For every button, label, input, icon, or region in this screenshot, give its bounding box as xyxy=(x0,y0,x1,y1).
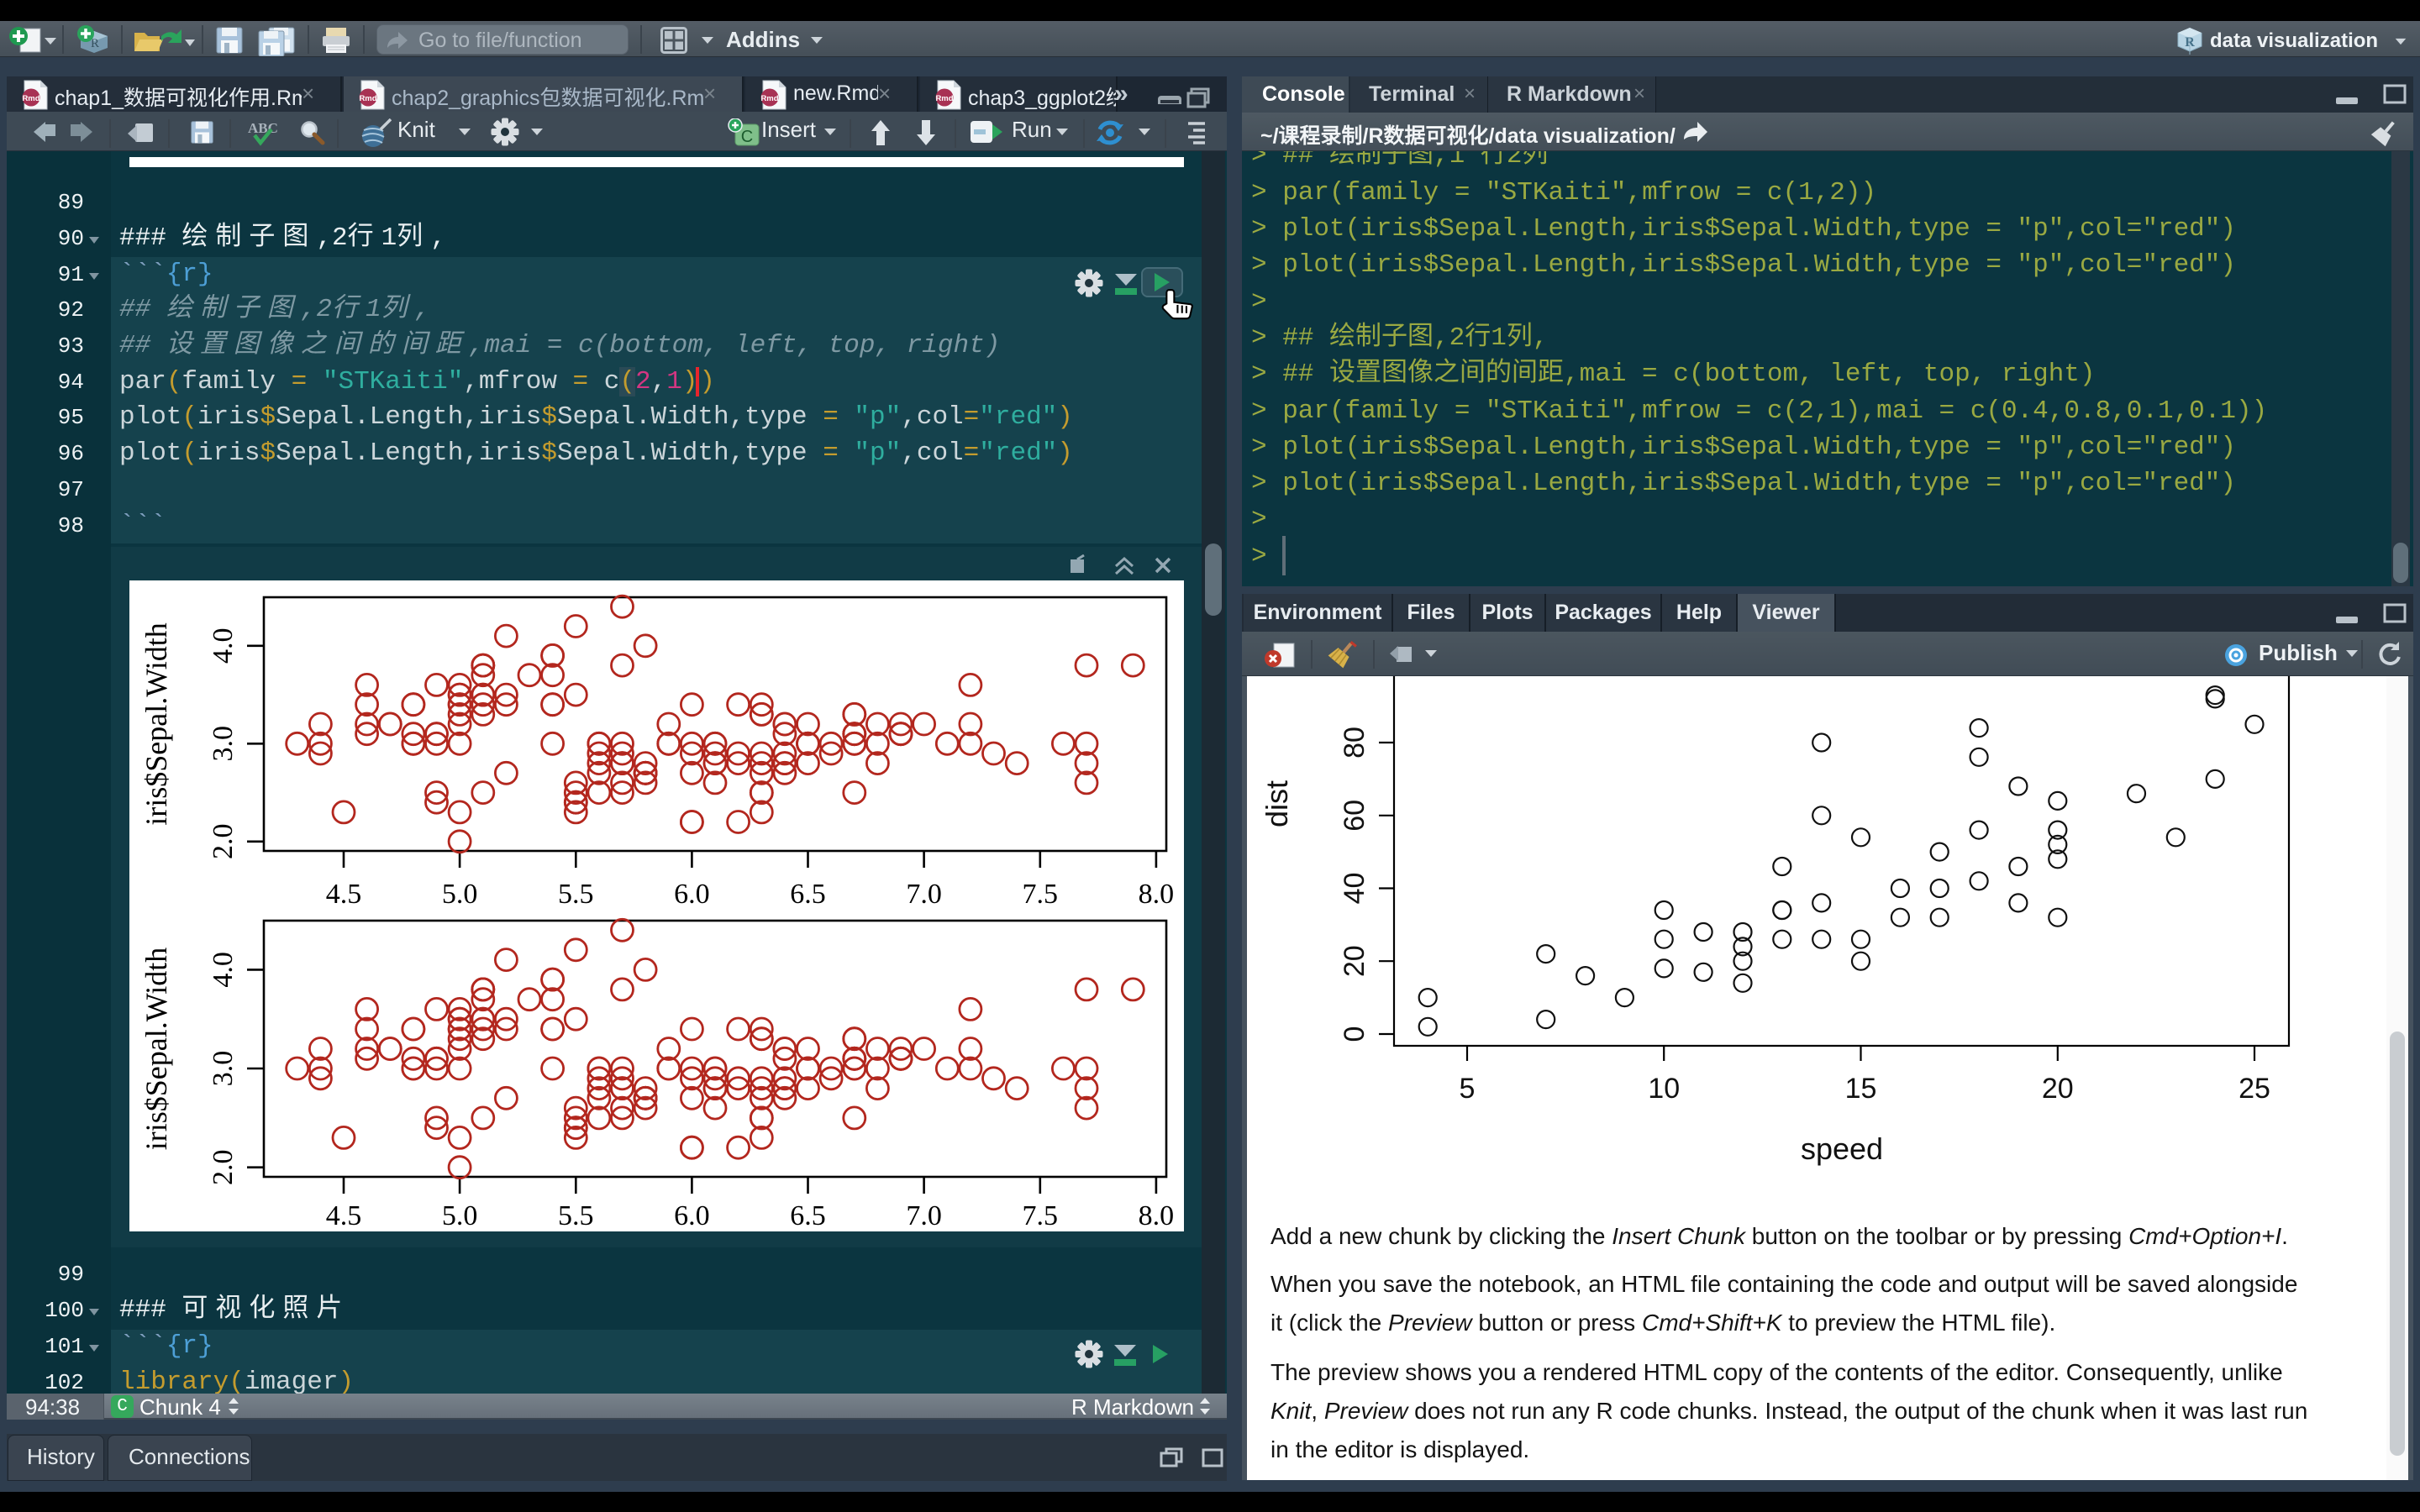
svg-text:4.0: 4.0 xyxy=(208,952,239,988)
svg-text:Rmd: Rmd xyxy=(760,94,778,103)
svg-text:0: 0 xyxy=(1339,1026,1370,1042)
svg-text:4.0: 4.0 xyxy=(208,628,239,664)
svg-text:40: 40 xyxy=(1339,873,1370,905)
svg-text:R: R xyxy=(2185,35,2195,50)
svg-text:20: 20 xyxy=(2042,1073,2074,1105)
svg-text:R: R xyxy=(91,37,99,50)
svg-text:6.5: 6.5 xyxy=(790,879,826,910)
svg-text:15: 15 xyxy=(1845,1073,1877,1105)
svg-text:60: 60 xyxy=(1339,800,1370,832)
svg-text:4.5: 4.5 xyxy=(326,879,362,910)
svg-text:8.0: 8.0 xyxy=(1139,879,1175,910)
svg-text:5.0: 5.0 xyxy=(442,1200,478,1231)
svg-text:2.0: 2.0 xyxy=(208,1149,239,1185)
svg-text:5.0: 5.0 xyxy=(442,879,478,910)
svg-text:8.0: 8.0 xyxy=(1139,1200,1175,1231)
svg-text:7.0: 7.0 xyxy=(906,879,942,910)
svg-text:ABC: ABC xyxy=(248,120,278,136)
svg-text:20: 20 xyxy=(1339,945,1370,977)
svg-text:6.0: 6.0 xyxy=(674,1200,710,1231)
svg-text:C: C xyxy=(741,128,753,146)
svg-text:80: 80 xyxy=(1339,727,1370,759)
svg-text:7.5: 7.5 xyxy=(1023,879,1059,910)
svg-text:3.0: 3.0 xyxy=(208,726,239,762)
svg-text:4.5: 4.5 xyxy=(326,1200,362,1231)
svg-text:5.5: 5.5 xyxy=(558,879,594,910)
svg-text:10: 10 xyxy=(1648,1073,1680,1105)
svg-text:2.0: 2.0 xyxy=(208,824,239,860)
svg-text:3.0: 3.0 xyxy=(208,1051,239,1087)
svg-text:25: 25 xyxy=(2238,1073,2270,1105)
svg-text:5: 5 xyxy=(1460,1073,1476,1105)
svg-text:7.5: 7.5 xyxy=(1023,1200,1059,1231)
svg-text:iris$Sepal.Width: iris$Sepal.Width xyxy=(139,622,173,826)
svg-text:6.5: 6.5 xyxy=(790,1200,826,1231)
svg-text:Rmd: Rmd xyxy=(359,94,376,103)
svg-text:5.5: 5.5 xyxy=(558,1200,594,1231)
svg-text:Rmd: Rmd xyxy=(935,94,953,103)
svg-text:Rmd: Rmd xyxy=(22,94,39,103)
svg-text:speed: speed xyxy=(1801,1131,1883,1166)
svg-text:6.0: 6.0 xyxy=(674,879,710,910)
svg-text:iris$Sepal.Width: iris$Sepal.Width xyxy=(139,948,173,1151)
svg-text:7.0: 7.0 xyxy=(906,1200,942,1231)
svg-text:dist: dist xyxy=(1260,780,1294,827)
